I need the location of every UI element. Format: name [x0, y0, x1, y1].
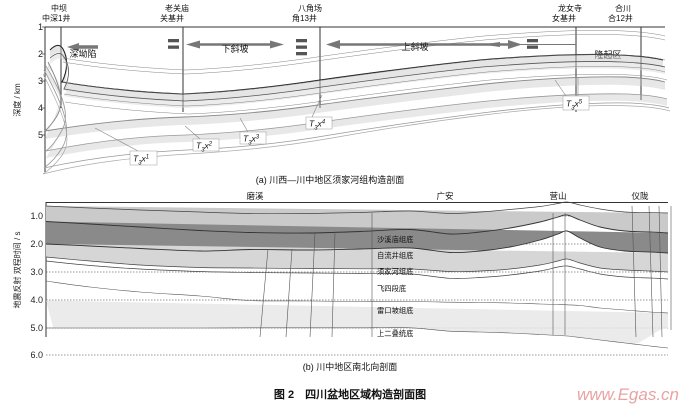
svg-text:须家河组底: 须家河组底 [377, 267, 413, 276]
svg-text:八角场: 八角场 [298, 3, 322, 13]
svg-text:(a) 川西—川中地区须家河组构造剖面: (a) 川西—川中地区须家河组构造剖面 [256, 174, 405, 185]
svg-text:(b) 川中地区南北向剖面: (b) 川中地区南北向剖面 [303, 361, 398, 372]
svg-text:仪陇: 仪陇 [631, 191, 649, 201]
svg-text:地震反射 双程时间 / s: 地震反射 双程时间 / s [12, 232, 22, 309]
svg-text:下斜坡: 下斜坡 [221, 43, 248, 54]
svg-text:老关庙: 老关庙 [165, 3, 189, 13]
svg-text:2.0: 2.0 [30, 239, 43, 249]
svg-text:3.0: 3.0 [30, 267, 43, 277]
svg-text:5.0: 5.0 [30, 323, 43, 333]
svg-text:沙溪庙组底: 沙溪庙组底 [377, 235, 413, 244]
svg-text:中坝: 中坝 [51, 3, 67, 13]
svg-text:合12井: 合12井 [608, 13, 633, 23]
svg-text:深坳陷: 深坳陷 [69, 48, 96, 59]
svg-text:关基井: 关基井 [160, 13, 184, 23]
svg-text:飞四段底: 飞四段底 [377, 284, 406, 293]
svg-text:深度 / km: 深度 / km [12, 83, 22, 117]
svg-text:雷口坡组底: 雷口坡组底 [377, 306, 413, 315]
svg-text:4.0: 4.0 [30, 295, 43, 305]
svg-text:图 2 四川盆地区域构造剖面图: 图 2 四川盆地区域构造剖面图 [274, 387, 426, 401]
svg-text:自流井组底: 自流井组底 [377, 251, 413, 260]
svg-text:上二叠统底: 上二叠统底 [377, 329, 413, 338]
svg-text:www.Egas.cn: www.Egas.cn [577, 385, 679, 404]
svg-text:1.0: 1.0 [30, 211, 43, 221]
svg-text:合川: 合川 [615, 3, 631, 13]
svg-text:6.0: 6.0 [30, 350, 43, 360]
svg-text:磨溪: 磨溪 [246, 191, 264, 201]
svg-text:营山: 营山 [549, 191, 566, 201]
svg-text:角13井: 角13井 [292, 13, 317, 23]
svg-text:中深1井: 中深1井 [42, 13, 70, 23]
svg-text:广安: 广安 [436, 191, 453, 201]
svg-text:龙女寺: 龙女寺 [558, 3, 582, 13]
svg-text:女基井: 女基井 [552, 13, 576, 23]
